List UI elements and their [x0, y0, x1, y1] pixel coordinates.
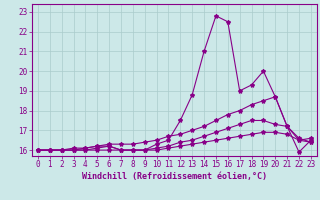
X-axis label: Windchill (Refroidissement éolien,°C): Windchill (Refroidissement éolien,°C): [82, 172, 267, 181]
